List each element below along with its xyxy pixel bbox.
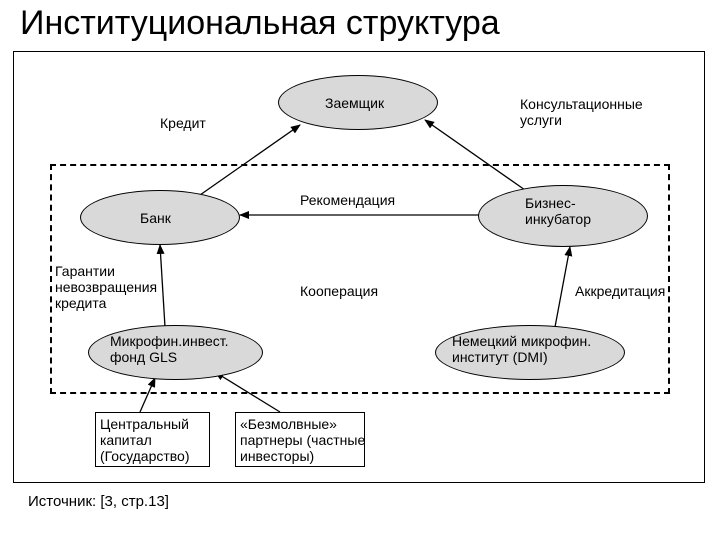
cooperation-label: Кооперация [300, 283, 378, 299]
node-label-borrower: Заемщик [325, 95, 384, 111]
page-title: Институциональная структура [20, 4, 500, 43]
source-citation: Источник: [3, стр.13] [28, 493, 169, 510]
node-label-state: Центральный капитал (Государство) [100, 416, 190, 464]
node-label-incubator: Бизнес- инкубатор [525, 195, 591, 227]
node-label-dmi: Немецкий микрофин. институт (DMI) [452, 333, 591, 365]
edge-label-gls-bank: Гарантии невозвращения кредита [55, 263, 157, 311]
edge-label-bank-borrower: Кредит [160, 115, 206, 131]
edge-label-incubator-borrower: Консультационные услуги [520, 96, 643, 128]
node-label-gls: Микрофин.инвест. фонд GLS [110, 333, 229, 365]
node-label-investors: «Безмолвные» партнеры (частные инвесторы… [240, 416, 365, 464]
edge-label-dmi-incubator: Аккредитация [575, 283, 665, 299]
slide: Институциональная структура Заемщик Банк Б… [0, 0, 720, 540]
node-label-bank: Банк [140, 210, 171, 226]
edge-label-incubator-bank: Рекомендация [300, 192, 395, 208]
